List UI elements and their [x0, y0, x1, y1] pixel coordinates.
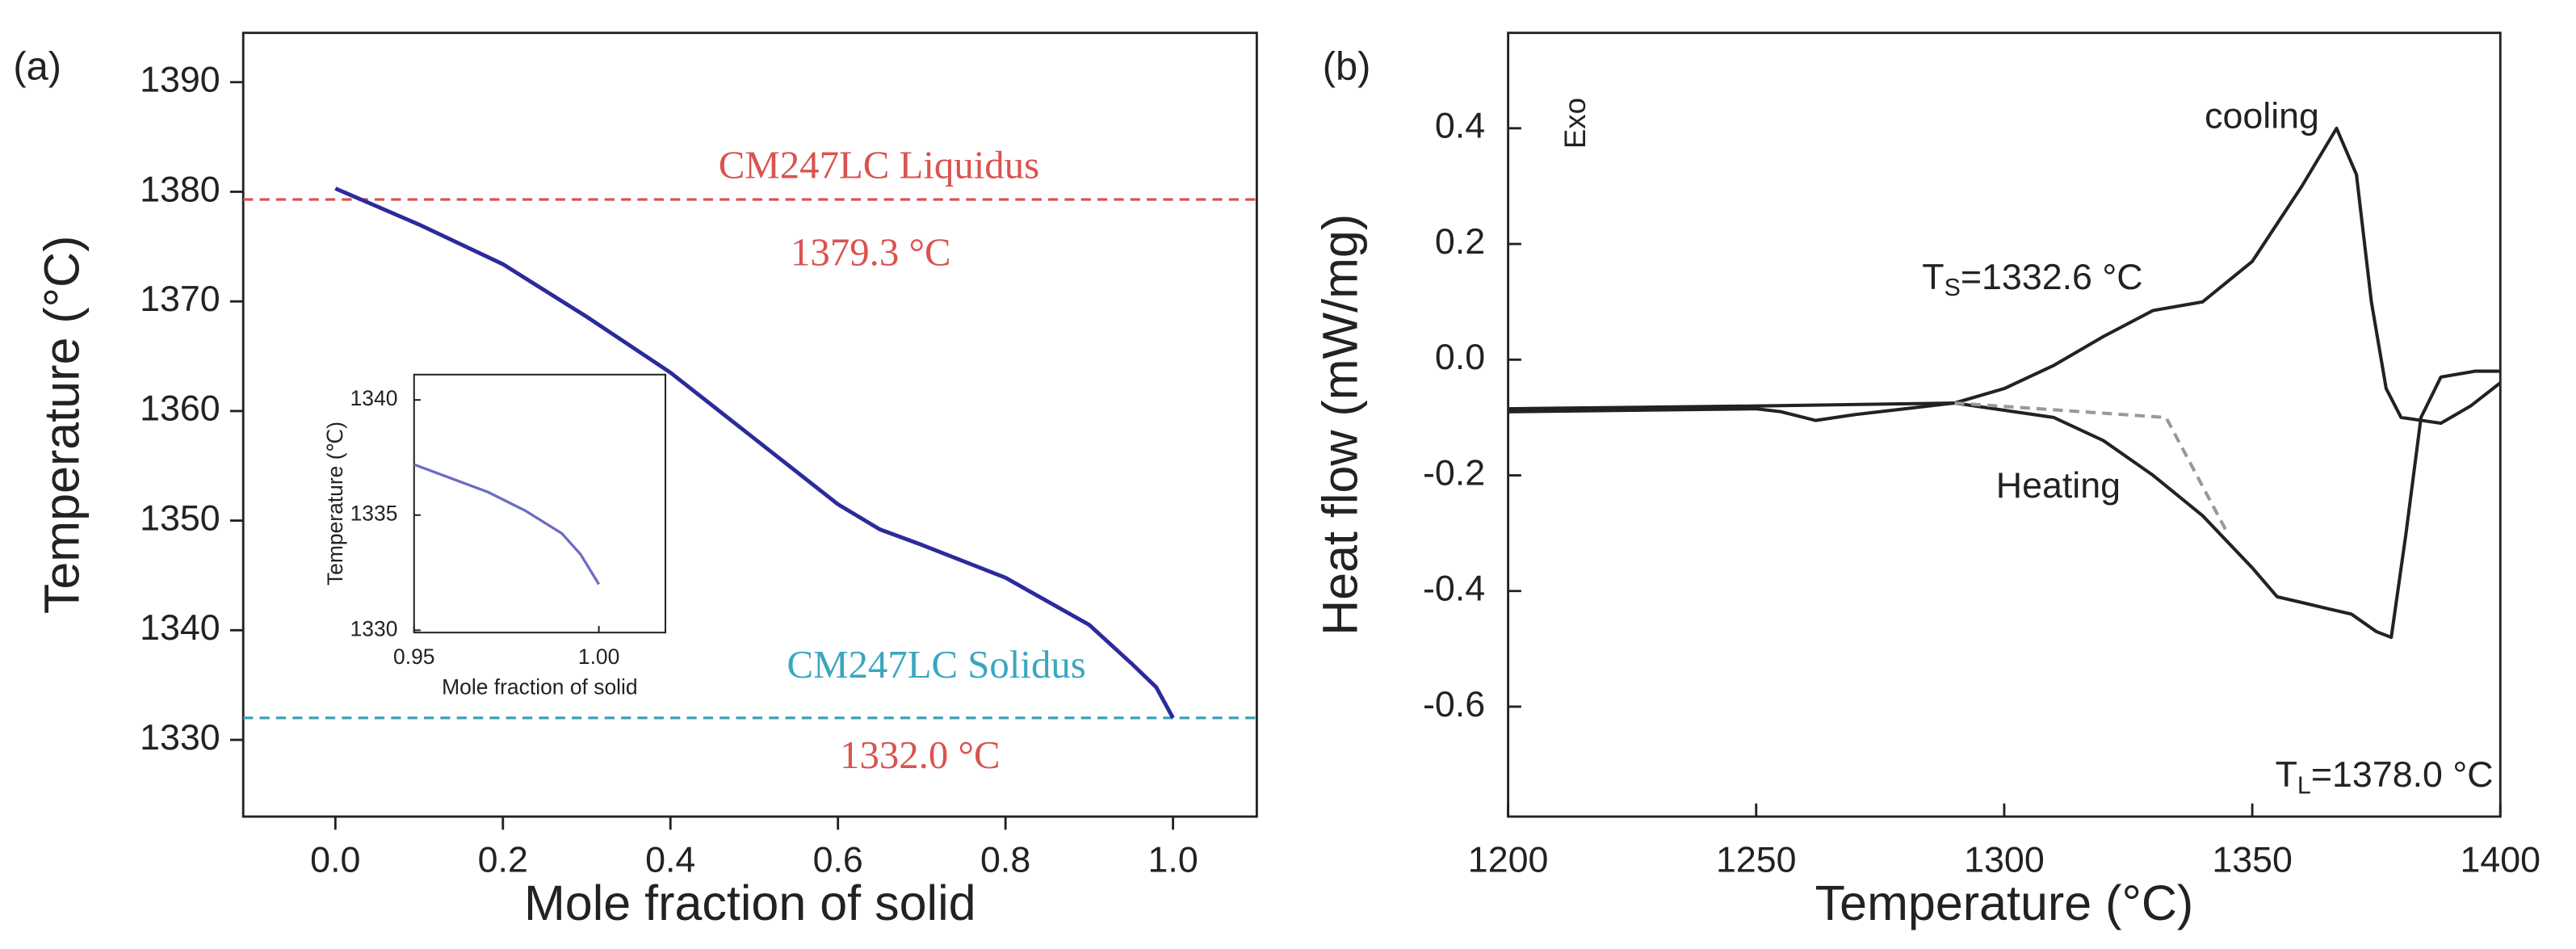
data-line: [334, 187, 1175, 720]
panel-label: (b): [1323, 44, 1371, 88]
plot-frame: [241, 31, 1258, 818]
reference-label: CM247LC Liquidus: [719, 143, 1039, 187]
x-tick-label: 1.0: [1148, 839, 1198, 880]
panel-label: (a): [13, 44, 61, 88]
annotation-text: Heating: [1996, 465, 2121, 506]
y-tick-label: 0.4: [1435, 106, 1485, 146]
annotation-text: T: [2276, 754, 2297, 795]
reference-value-label: 1332.0 °C: [840, 733, 1001, 777]
y-axis-label: Temperature (°C): [35, 236, 90, 615]
y-axis-label: Heat flow (mW/mg): [1312, 214, 1367, 636]
reference-value-label: 1379.3 °C: [791, 230, 951, 275]
plot-frame: [413, 373, 667, 634]
x-tick-label: 1250: [1716, 839, 1797, 880]
y-tick-label: -0.4: [1423, 569, 1485, 609]
reference-label: CM247LC Solidus: [787, 642, 1086, 687]
x-tick-label: 0.4: [645, 839, 695, 880]
annotation: cooling: [2205, 95, 2319, 136]
annotation: TL=1378.0 °C: [2276, 754, 2494, 799]
x-axis-label: Mole fraction of solid: [442, 674, 637, 699]
y-tick-label: -0.6: [1423, 684, 1485, 724]
y-tick-label: 0.2: [1435, 221, 1485, 262]
data-line: [1508, 126, 2502, 426]
y-tick-label: 1330: [350, 616, 398, 640]
y-tick-label: 1370: [140, 279, 220, 319]
y-tick-label: 1340: [350, 386, 398, 410]
y-tick-label: 1340: [140, 607, 220, 648]
panel: 0.95 1.00 1330 1335 1340 Mole fraction of sol…: [323, 373, 667, 699]
x-tick-label: 0.2: [478, 839, 528, 880]
y-tick-label: -0.2: [1423, 452, 1485, 493]
x-tick-label: 0.8: [980, 839, 1030, 880]
data-line: [413, 463, 601, 586]
annotation-text: cooling: [2205, 95, 2319, 136]
x-tick-label: 1400: [2461, 839, 2541, 880]
data-line: [1508, 369, 2501, 640]
y-tick-label: 1350: [140, 498, 220, 538]
y-tick-label: 1330: [140, 717, 220, 758]
y-tick-label: 1335: [350, 502, 398, 526]
annotation-suffix: =1332.6 °C: [1961, 257, 2143, 297]
x-tick-label: 1350: [2212, 839, 2293, 880]
annotation: TS=1332.6 °C: [1922, 257, 2142, 301]
x-tick-label: 1300: [1964, 839, 2045, 880]
annotation: Heating: [1996, 465, 2121, 506]
x-tick-label: 0.6: [813, 839, 863, 880]
x-tick-label: 0.0: [310, 839, 360, 880]
annotation: Exo: [1559, 98, 1592, 149]
y-tick-label: 1390: [140, 60, 220, 100]
data-line: [1954, 401, 2230, 535]
annotation-text: Exo: [1559, 98, 1592, 149]
panel: 0.0 0.2 0.4 0.6 0.8 1.0 1330 1340 1350 1360 1370 13…: [35, 31, 1258, 930]
panel: 1200 1250 1300 1350 1400 0.4 0.2 0.0 -0.2 -0.4 -0.…: [1312, 31, 2541, 930]
x-axis-label: Mole fraction of solid: [524, 876, 976, 930]
x-axis-label: Temperature (°C): [1815, 876, 2194, 930]
x-tick-label: 1.00: [578, 645, 619, 669]
y-tick-label: 1380: [140, 169, 220, 209]
annotation-suffix: =1378.0 °C: [2311, 754, 2494, 795]
y-tick-label: 0.0: [1435, 337, 1485, 377]
plot-frame: [1507, 31, 2502, 818]
annotation-subscript: L: [2297, 771, 2311, 799]
annotation-subscript: S: [1945, 274, 1961, 301]
x-tick-label: 0.95: [393, 645, 434, 669]
x-tick-label: 1200: [1468, 839, 1549, 880]
annotation-text: T: [1922, 257, 1944, 297]
y-tick-label: 1360: [140, 388, 220, 429]
y-axis-label: Temperature (℃): [323, 422, 347, 586]
